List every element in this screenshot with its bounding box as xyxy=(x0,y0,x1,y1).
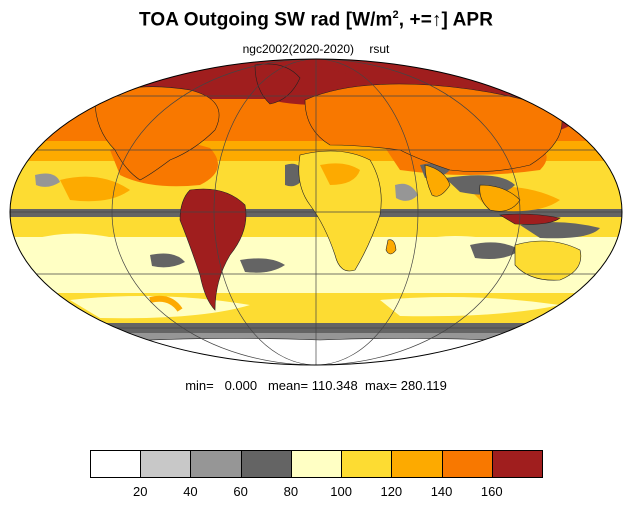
colorbar-swatch xyxy=(441,450,493,478)
colorbar xyxy=(90,450,543,478)
colorbar-tick-label: 160 xyxy=(480,484,503,499)
colorbar-tick-label: 120 xyxy=(380,484,403,499)
colorbar-tick-label: 80 xyxy=(283,484,299,499)
colorbar-tick-label: 60 xyxy=(233,484,248,499)
colorbar-swatch xyxy=(391,450,443,478)
map-field xyxy=(10,59,622,365)
mean-value: 110.348 xyxy=(311,378,358,393)
variable-label: rsut xyxy=(369,42,390,56)
plot-subtitle: ngc2002(2020-2020) rsut xyxy=(0,42,632,56)
colorbar-tick-label: 140 xyxy=(430,484,453,499)
colorbar-tick-label: 100 xyxy=(330,484,352,499)
colorbar-swatch xyxy=(341,450,393,478)
colorbar-swatch xyxy=(140,450,192,478)
colorbar-swatch xyxy=(290,450,343,478)
colorbar-swatch xyxy=(240,450,292,478)
plot-title: TOA Outgoing SW rad [W/m2, +=↑] APR xyxy=(138,9,494,31)
mean-label: mean= xyxy=(267,378,309,393)
min-value: 0.000 xyxy=(224,378,258,393)
min-label: min= xyxy=(185,378,214,393)
colorbar-labels: 20 40 60 80 100 120 140 160 xyxy=(0,484,632,500)
colorbar-swatch xyxy=(491,450,543,478)
colorbar-tick-label: 20 xyxy=(132,484,148,499)
field-stats: min= 0.000 mean= 110.348 max= 280.119 xyxy=(0,378,632,393)
max-value: 280.119 xyxy=(400,378,447,393)
colorbar-tick-label: 40 xyxy=(183,484,198,499)
run-label: ngc2002(2020-2020) xyxy=(242,42,355,56)
max-label: max= xyxy=(364,378,398,393)
graticule xyxy=(10,59,622,365)
colorbar-swatch xyxy=(90,450,142,478)
mollweide-map xyxy=(9,58,623,366)
globe-outline xyxy=(9,58,623,366)
colorbar-swatch xyxy=(190,450,242,478)
